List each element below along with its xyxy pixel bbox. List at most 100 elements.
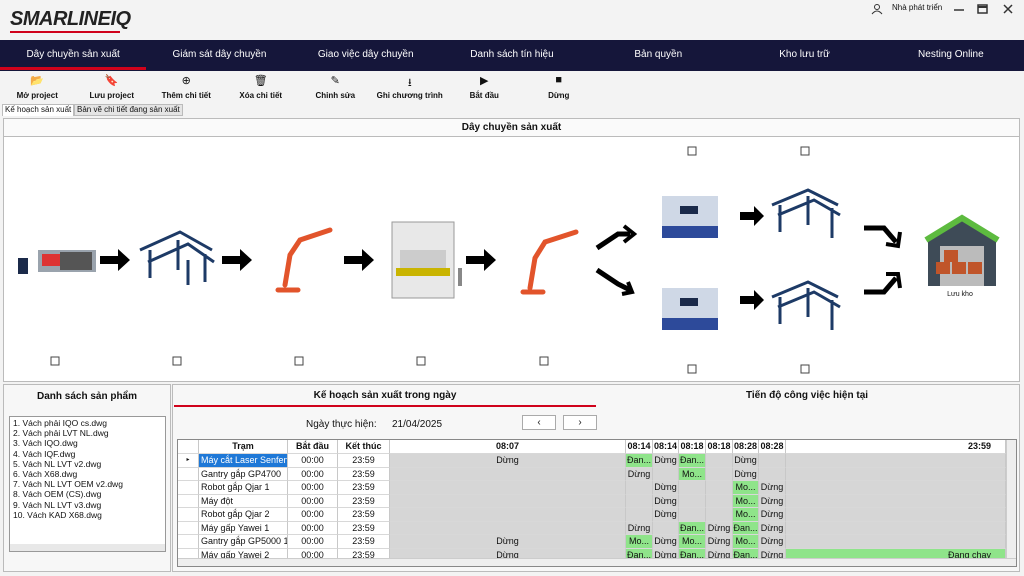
toolbar-icon[interactable]: 🔖 — [104, 75, 119, 87]
nav-tab[interactable]: Kho lưu trữ — [779, 49, 830, 60]
next-button[interactable]: › — [563, 415, 597, 430]
nav-tab[interactable]: Giao việc dây chuyền — [317, 49, 414, 60]
schedule-cell[interactable]: Dừng — [759, 481, 786, 495]
schedule-cell[interactable] — [390, 494, 626, 508]
schedule-cell[interactable] — [706, 454, 733, 468]
table-cell[interactable]: Máy cắt Laser Senfeng — [199, 454, 288, 468]
toolbar-icon[interactable]: ▶ — [480, 75, 489, 87]
product-item[interactable]: 7. Vách NL LVT OEM v2.dwg — [13, 479, 123, 490]
toolbar-button[interactable]: Xóa chi tiết — [239, 91, 283, 100]
schedule-cell[interactable] — [786, 535, 1006, 549]
schedule-cell[interactable]: Dừng — [653, 454, 679, 468]
toolbar-icon[interactable]: ■ — [555, 74, 563, 86]
product-item[interactable]: 1. Vách phải IQO cs.dwg — [13, 418, 108, 428]
schedule-cell[interactable]: Dừng — [653, 481, 679, 495]
nav-tab[interactable]: Nesting Online — [918, 49, 984, 60]
schedule-cell[interactable] — [626, 494, 653, 508]
toolbar-button[interactable]: Mở project — [16, 91, 58, 100]
table-cell[interactable]: Máy đột — [199, 494, 288, 508]
table-cell[interactable]: 23:59 — [338, 481, 390, 495]
schedule-cell[interactable] — [759, 454, 786, 468]
toolbar-button[interactable]: Thêm chi tiết — [161, 91, 211, 100]
schedule-cell[interactable] — [679, 481, 706, 495]
schedule-cell[interactable]: Dừng — [759, 508, 786, 522]
toolbar-button[interactable]: Lưu project — [89, 91, 134, 100]
schedule-cell[interactable]: Dừng — [653, 508, 679, 522]
product-item[interactable]: 2. Vách phải LVT NL.dwg — [13, 428, 109, 439]
toolbar-button[interactable]: Dừng — [548, 91, 570, 100]
schedule-cell[interactable] — [706, 494, 733, 508]
tab[interactable]: Bản vẽ chi tiết đang sản xuất — [74, 104, 183, 116]
toolbar-icon[interactable]: 📂 — [30, 75, 45, 87]
schedule-cell[interactable]: Dừng — [390, 454, 626, 468]
schedule-cell[interactable] — [786, 467, 1006, 481]
product-item[interactable]: 5. Vách NL LVT v2.dwg — [13, 458, 102, 469]
schedule-cell[interactable]: Dừng — [733, 467, 759, 481]
schedule-cell[interactable] — [786, 481, 1006, 495]
schedule-cell[interactable]: Đan... — [679, 521, 706, 535]
plan-tab-active[interactable]: Kế hoạch sản xuất trong ngày — [313, 390, 457, 401]
schedule-cell[interactable] — [706, 508, 733, 522]
table-cell[interactable]: 23:59 — [338, 521, 390, 535]
toolbar-icon[interactable]: ⭳ — [407, 77, 412, 89]
table-cell[interactable]: Gantry gắp GP4700 — [199, 467, 288, 481]
schedule-cell[interactable] — [626, 481, 653, 495]
product-item[interactable]: 4. Vách IQF.dwg — [13, 448, 76, 459]
table-cell[interactable]: Máy gấp Yawei 1 — [199, 521, 288, 535]
table-cell[interactable]: 00:00 — [288, 454, 338, 468]
schedule-cell[interactable] — [679, 508, 706, 522]
nav-tab[interactable]: Bản quyền — [634, 49, 683, 60]
schedule-cell[interactable]: Dừng — [626, 521, 653, 535]
schedule-cell[interactable] — [706, 467, 733, 481]
table-cell[interactable]: 23:59 — [338, 535, 390, 549]
checkbox[interactable] — [50, 146, 810, 374]
schedule-cell[interactable] — [390, 481, 626, 495]
table-cell[interactable]: 23:59 — [338, 454, 390, 468]
schedule-cell[interactable]: Mo... — [733, 508, 759, 522]
table-cell[interactable]: 23:59 — [338, 494, 390, 508]
schedule-cell[interactable]: Dừng — [390, 535, 626, 549]
plan-tab[interactable]: Tiến độ công việc hiện tại — [745, 390, 869, 401]
toolbar-button[interactable]: Bắt đầu — [469, 91, 499, 100]
schedule-cell[interactable]: Mo... — [733, 494, 759, 508]
prev-button[interactable]: ‹ — [522, 415, 556, 430]
toolbar-icon[interactable]: ✎ — [330, 75, 340, 87]
schedule-cell[interactable]: Dừng — [733, 454, 759, 468]
schedule-cell[interactable] — [786, 454, 1006, 468]
tab[interactable]: Kế hoạch sản xuất — [2, 104, 75, 116]
schedule-cell[interactable] — [706, 481, 733, 495]
table-cell[interactable]: 00:00 — [288, 494, 338, 508]
table-cell[interactable]: 23:59 — [338, 508, 390, 522]
schedule-cell[interactable] — [679, 494, 706, 508]
table-cell[interactable]: Robot gắp Qjar 1 — [199, 481, 288, 495]
product-item[interactable]: 3. Vách IQO.dwg — [13, 438, 78, 449]
table-cell[interactable]: 00:00 — [288, 535, 338, 549]
toolbar-icon[interactable]: ⊕ — [181, 75, 191, 87]
nav-tab[interactable]: Danh sách tín hiệu — [470, 49, 554, 60]
schedule-cell[interactable] — [653, 467, 679, 481]
schedule-cell[interactable] — [390, 521, 626, 535]
toolbar-button[interactable]: Ghi chương trình — [376, 91, 443, 100]
schedule-cell[interactable]: Dừng — [759, 521, 786, 535]
schedule-cell[interactable]: Dừng — [626, 467, 653, 481]
table-cell[interactable]: 00:00 — [288, 481, 338, 495]
schedule-cell[interactable]: Đan... — [626, 454, 653, 468]
schedule-cell[interactable] — [390, 467, 626, 481]
table-cell[interactable]: 00:00 — [288, 508, 338, 522]
schedule-cell[interactable]: Dừng — [706, 521, 733, 535]
schedule-cell[interactable] — [786, 494, 1006, 508]
table-cell[interactable]: 00:00 — [288, 521, 338, 535]
nav-tab[interactable]: Dây chuyền sản xuất — [26, 49, 120, 60]
schedule-cell[interactable]: Mo... — [679, 467, 706, 481]
product-item[interactable]: 10. Vách KAD X68.dwg — [13, 509, 102, 520]
toolbar-icon[interactable]: 🗑 — [253, 75, 268, 87]
table-cell[interactable]: 23:59 — [338, 467, 390, 481]
product-list[interactable]: 1. Vách phải IQO cs.dwg 2. Vách phải LVT … — [9, 416, 166, 552]
schedule-cell[interactable] — [653, 521, 679, 535]
product-item[interactable]: 6. Vách X68.dwg — [13, 469, 78, 479]
schedule-cell[interactable]: Dừng — [653, 535, 679, 549]
nav-tab[interactable]: Giám sát dây chuyền — [172, 49, 267, 60]
schedule-cell[interactable]: Dừng — [653, 494, 679, 508]
table-cell[interactable]: 00:00 — [288, 467, 338, 481]
user-menu[interactable]: Nhà phát triển — [892, 3, 943, 12]
